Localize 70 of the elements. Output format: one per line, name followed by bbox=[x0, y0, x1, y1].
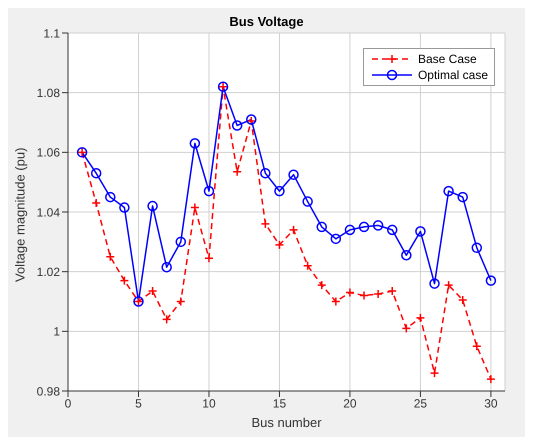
y-tick-label: 1.02 bbox=[36, 264, 60, 279]
y-tick-label: 1.04 bbox=[36, 205, 60, 220]
point bbox=[372, 220, 384, 231]
point bbox=[91, 198, 101, 208]
chart-title: Bus Voltage bbox=[229, 14, 304, 29]
legend-label: Base Case bbox=[418, 51, 477, 67]
point bbox=[486, 374, 496, 384]
point bbox=[486, 275, 496, 286]
point bbox=[416, 313, 426, 323]
point bbox=[472, 242, 482, 254]
point bbox=[302, 260, 312, 270]
point bbox=[162, 314, 172, 324]
point bbox=[458, 295, 468, 305]
point bbox=[415, 226, 426, 237]
point bbox=[288, 169, 299, 180]
y-tick-label: 0.98 bbox=[36, 384, 60, 398]
point bbox=[120, 276, 130, 286]
y-tick-label: 1.08 bbox=[36, 86, 60, 100]
point bbox=[316, 280, 326, 290]
point bbox=[204, 186, 214, 196]
y-tick-label: 1 bbox=[53, 324, 60, 339]
x-tick-label: 15 bbox=[272, 396, 286, 411]
point bbox=[331, 296, 341, 306]
point bbox=[302, 196, 313, 207]
point bbox=[260, 168, 271, 178]
x-tick-label: 20 bbox=[343, 396, 357, 411]
point bbox=[444, 280, 454, 290]
point bbox=[161, 262, 172, 272]
point bbox=[344, 224, 356, 236]
point bbox=[288, 225, 298, 235]
point bbox=[316, 222, 327, 232]
point bbox=[176, 236, 186, 248]
point bbox=[345, 288, 355, 298]
point bbox=[105, 192, 116, 202]
point bbox=[176, 296, 186, 306]
point bbox=[373, 289, 383, 299]
x-tick-label: 5 bbox=[135, 396, 142, 411]
point bbox=[274, 186, 285, 196]
point bbox=[190, 138, 200, 149]
point bbox=[274, 240, 284, 250]
point bbox=[204, 253, 214, 263]
point bbox=[401, 250, 412, 261]
point bbox=[90, 168, 102, 178]
point bbox=[429, 278, 440, 289]
point bbox=[106, 252, 116, 262]
point bbox=[260, 219, 270, 229]
point bbox=[119, 202, 130, 213]
legend-label: Optimal case bbox=[418, 67, 488, 83]
point bbox=[430, 368, 440, 378]
point bbox=[443, 186, 454, 196]
point bbox=[386, 224, 398, 236]
y-tick-label: 1.1 bbox=[43, 26, 60, 40]
point bbox=[387, 286, 397, 296]
point bbox=[358, 222, 370, 232]
point bbox=[457, 192, 468, 202]
point bbox=[472, 342, 482, 351]
point bbox=[148, 286, 158, 296]
x-tick-label: 30 bbox=[484, 396, 498, 411]
y-axis-title: Voltage magnitude (pu) bbox=[12, 148, 28, 282]
point bbox=[359, 290, 369, 300]
x-axis-title: Bus number bbox=[251, 415, 322, 430]
x-tick-label: 10 bbox=[202, 396, 216, 411]
point bbox=[232, 120, 242, 131]
y-tick-label: 1.06 bbox=[36, 146, 60, 160]
x-tick-label: 0 bbox=[64, 396, 72, 411]
point bbox=[402, 324, 412, 334]
point bbox=[330, 234, 342, 244]
x-tick-label: 25 bbox=[414, 396, 428, 411]
point bbox=[232, 166, 242, 176]
point bbox=[147, 200, 158, 212]
